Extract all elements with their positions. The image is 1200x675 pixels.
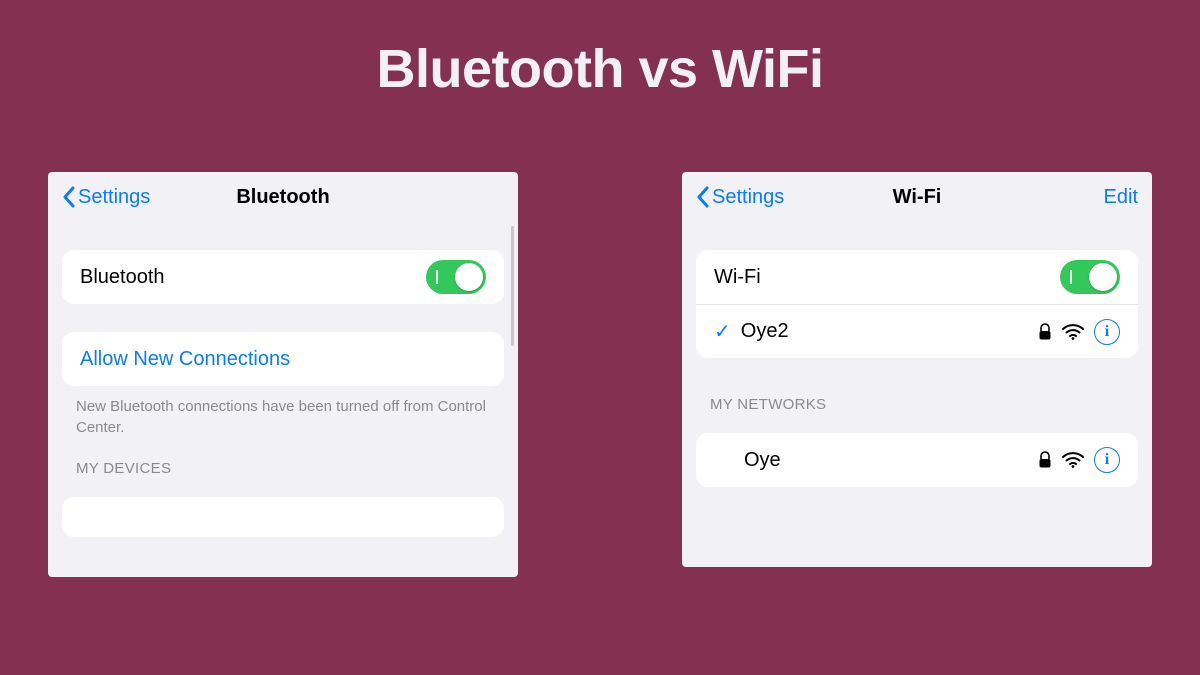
lock-icon — [1038, 451, 1052, 469]
scrollbar[interactable] — [511, 226, 514, 346]
my-networks-header: MY NETWORKS — [682, 358, 1152, 419]
allow-new-card: Allow New Connections — [62, 332, 504, 386]
my-devices-header: MY DEVICES — [48, 438, 518, 483]
footer-note: New Bluetooth connections have been turn… — [48, 386, 518, 438]
back-label: Settings — [78, 186, 150, 209]
network-row[interactable]: Oye i — [696, 433, 1138, 487]
edit-button[interactable]: Edit — [1104, 186, 1138, 209]
bluetooth-toggle-row: Bluetooth — [62, 250, 504, 304]
my-networks-card: Oye i — [696, 433, 1138, 487]
info-icon[interactable]: i — [1094, 447, 1120, 473]
bluetooth-toggle[interactable] — [426, 260, 486, 294]
back-button[interactable]: Settings — [696, 186, 784, 209]
toggle-label: Wi-Fi — [714, 266, 761, 289]
wifi-toggle-row: Wi-Fi — [696, 250, 1138, 304]
wifi-panel: Settings Wi-Fi Edit Wi-Fi ✓ Oye2 i — [682, 172, 1152, 567]
my-devices-card — [62, 497, 504, 537]
network-name: Oye — [744, 449, 781, 472]
wifi-main-card: Wi-Fi ✓ Oye2 i — [696, 250, 1138, 358]
lock-icon — [1038, 323, 1052, 341]
checkmark-icon: ✓ — [714, 319, 731, 344]
allow-new-row[interactable]: Allow New Connections — [62, 332, 504, 386]
back-label: Settings — [712, 186, 784, 209]
bluetooth-toggle-card: Bluetooth — [62, 250, 504, 304]
connected-network-row[interactable]: ✓ Oye2 i — [696, 304, 1138, 358]
wifi-toggle[interactable] — [1060, 260, 1120, 294]
chevron-left-icon — [62, 186, 76, 208]
network-icons: i — [1038, 447, 1120, 473]
wifi-icon — [1062, 452, 1084, 468]
toggle-label: Bluetooth — [80, 266, 165, 289]
wifi-icon — [1062, 324, 1084, 340]
panels-container: Settings Bluetooth Bluetooth Allow New C… — [0, 172, 1200, 577]
back-button[interactable]: Settings — [62, 186, 150, 209]
info-icon[interactable]: i — [1094, 319, 1120, 345]
network-icons: i — [1038, 319, 1120, 345]
bluetooth-navbar: Settings Bluetooth — [48, 172, 518, 222]
bluetooth-panel: Settings Bluetooth Bluetooth Allow New C… — [48, 172, 518, 577]
navbar-title: Bluetooth — [236, 186, 329, 209]
wifi-navbar: Settings Wi-Fi Edit — [682, 172, 1152, 222]
allow-new-label: Allow New Connections — [80, 348, 290, 371]
page-title: Bluetooth vs WiFi — [0, 0, 1200, 100]
navbar-title: Wi-Fi — [893, 186, 942, 209]
chevron-left-icon — [696, 186, 710, 208]
connected-network-name: Oye2 — [741, 320, 789, 343]
